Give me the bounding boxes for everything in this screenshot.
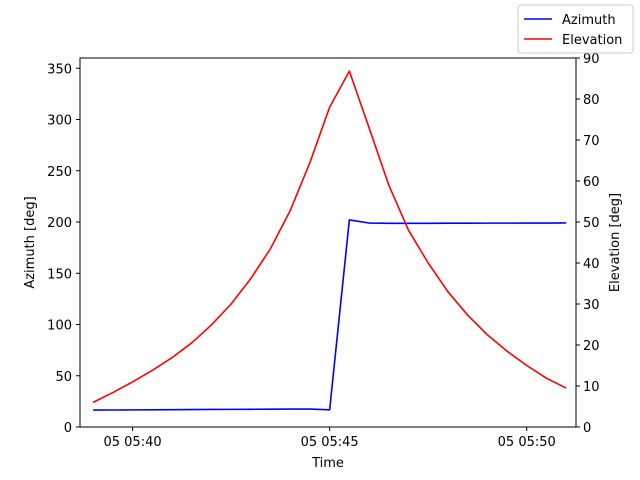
y-axis-right: 0 10 20 30 40 50 60 70 80 90: [576, 52, 600, 436]
y-left-tick-label: 350: [47, 62, 72, 77]
y-axis-right-label: Elevation [deg]: [608, 193, 623, 292]
plot-frame: [79, 57, 577, 428]
y-axis-left: 0 50 100 150 200 250 300 350: [47, 62, 80, 436]
legend-label-elevation: Elevation: [562, 33, 622, 48]
x-tick-label: 05 05:40: [103, 435, 161, 450]
y-right-tick-label: 50: [583, 216, 600, 231]
y-right-tick-label: 90: [583, 52, 600, 67]
legend: Azimuth Elevation: [517, 4, 634, 54]
x-axis-label: Time: [311, 456, 344, 471]
y-right-tick-label: 70: [583, 134, 600, 149]
series-line-elevation: [92, 70, 567, 404]
x-tick-label: 05 05:50: [498, 435, 556, 450]
y-right-tick-label: 60: [583, 175, 600, 190]
legend-label-azimuth: Azimuth: [562, 13, 616, 28]
y-right-tick-label: 10: [583, 380, 600, 395]
y-left-tick-label: 0: [64, 421, 72, 436]
y-right-tick-label: 80: [583, 93, 600, 108]
y-axis-left-label: Azimuth [deg]: [23, 196, 38, 288]
y-right-tick-label: 20: [583, 339, 600, 354]
legend-box: [517, 4, 634, 54]
y-right-tick-label: 30: [583, 298, 600, 313]
series-line-azimuth: [93, 219, 567, 411]
x-tick-label: 05 05:45: [301, 435, 359, 450]
x-axis: 05 05:40 05 05:45 05 05:50: [103, 427, 556, 450]
y-left-tick-label: 50: [55, 370, 72, 385]
y-left-tick-label: 300: [47, 114, 72, 129]
y-right-tick-label: 0: [583, 421, 591, 436]
y-right-tick-label: 40: [583, 257, 600, 272]
y-left-tick-label: 100: [47, 319, 72, 334]
y-left-tick-label: 250: [47, 165, 72, 180]
y-left-tick-label: 150: [47, 267, 72, 282]
plot-lines: [92, 70, 567, 411]
y-left-tick-label: 200: [47, 216, 72, 231]
